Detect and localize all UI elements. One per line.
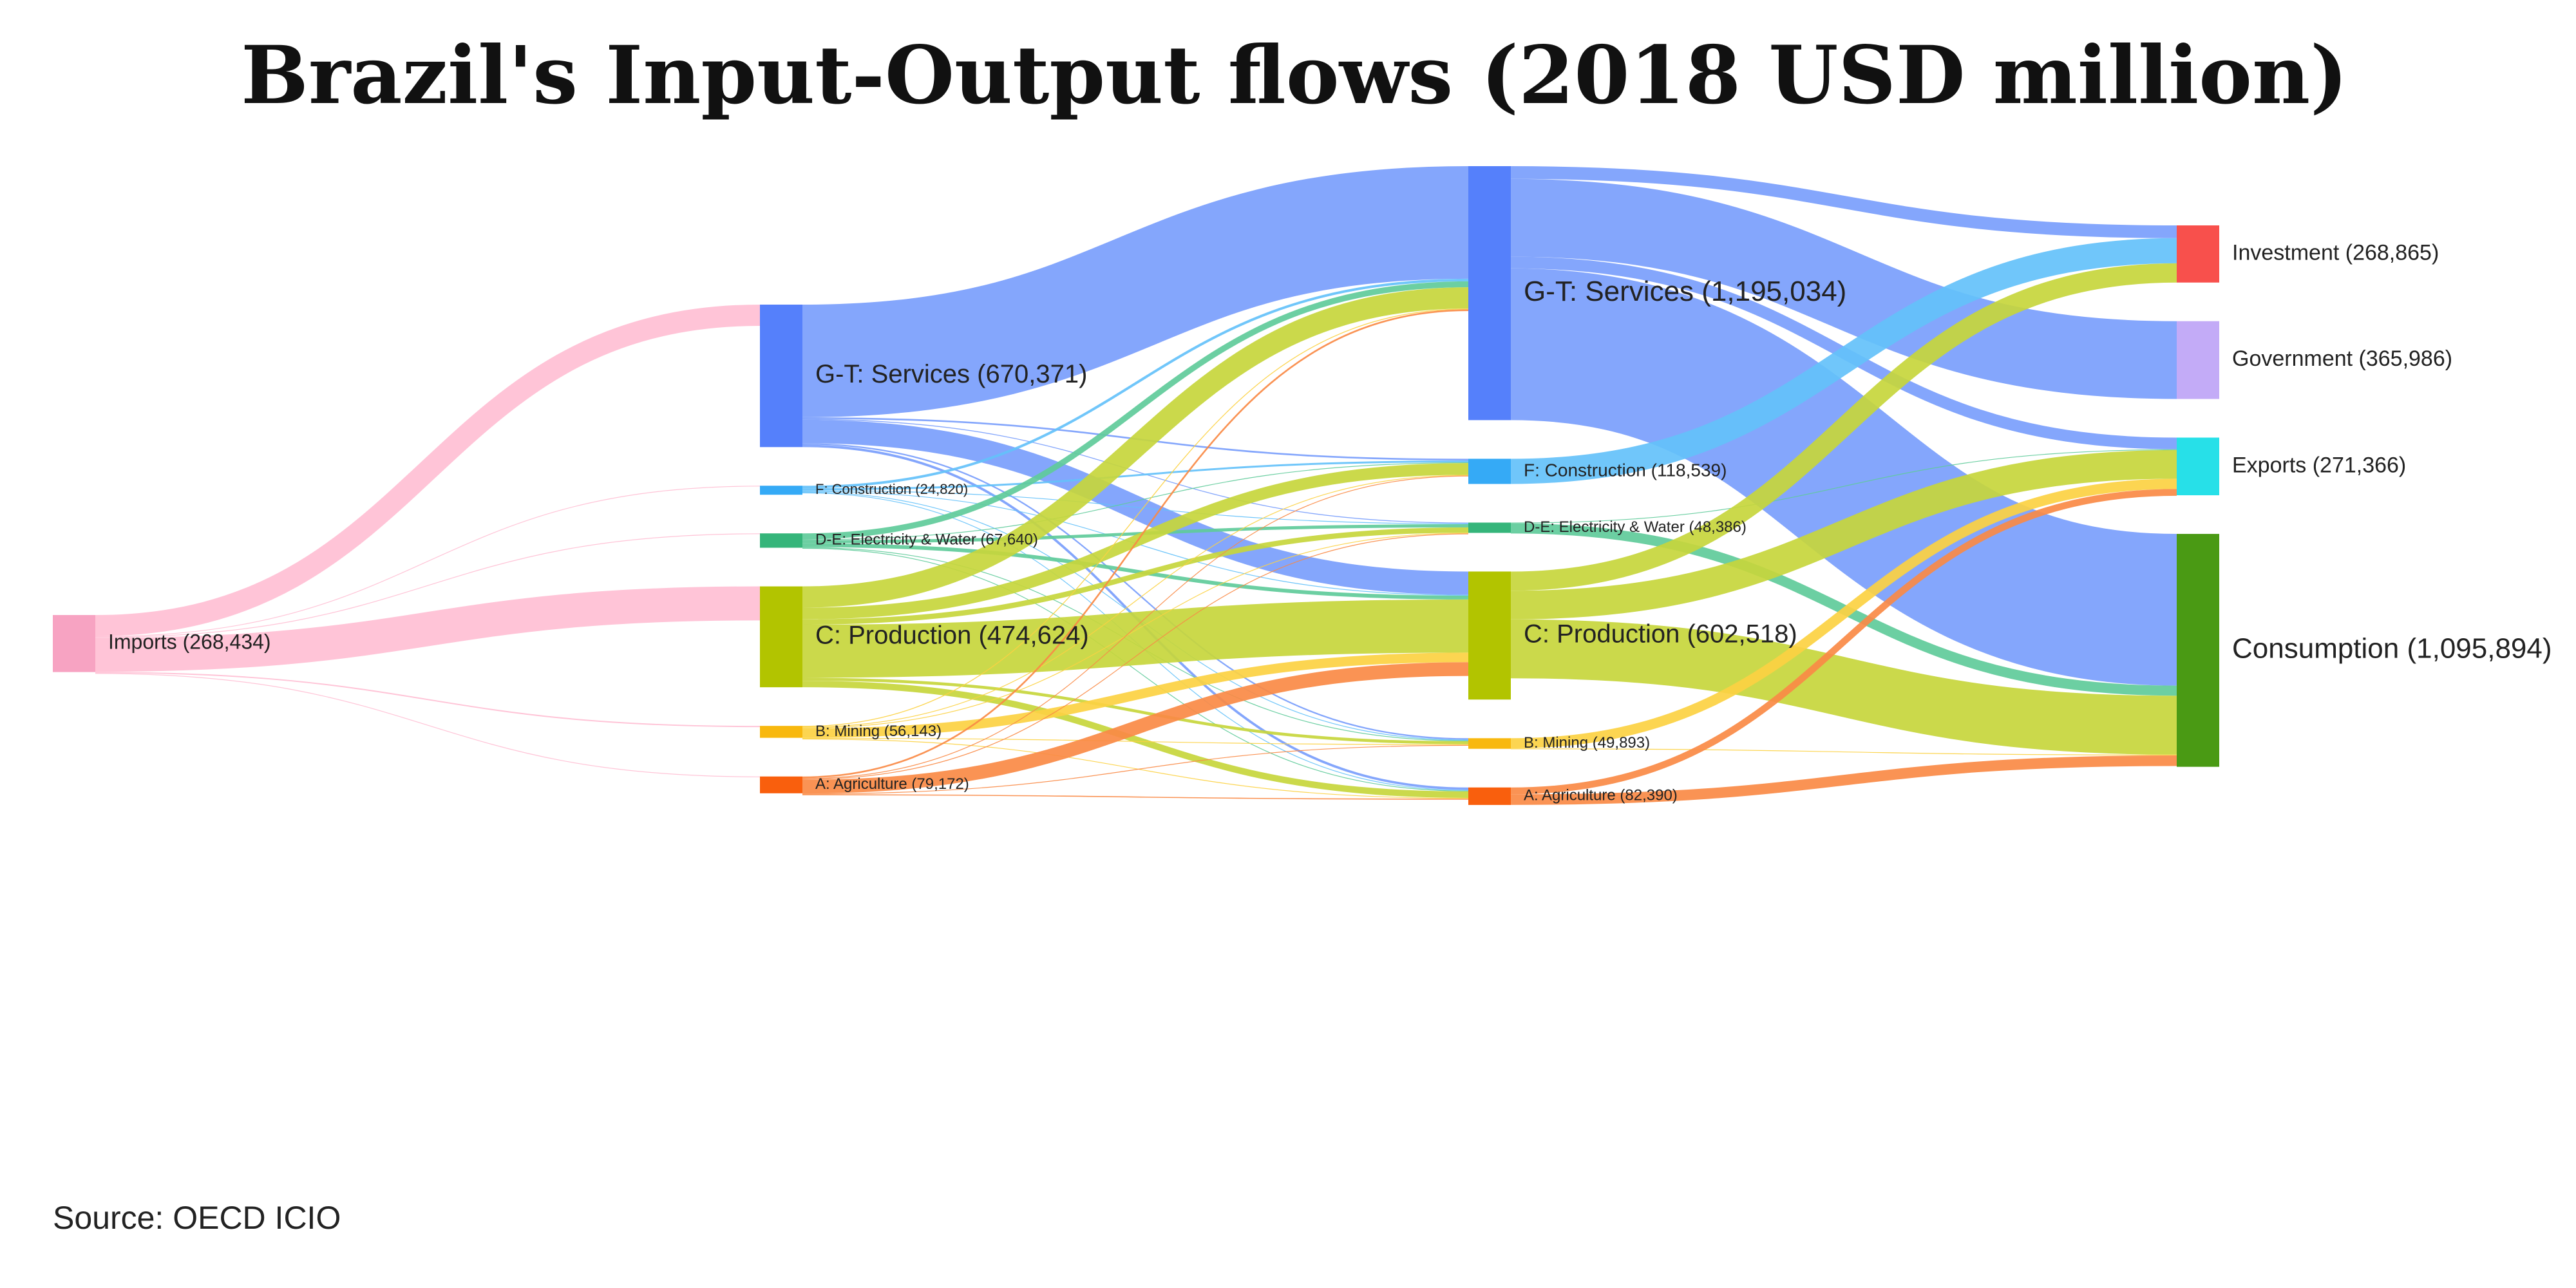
node-exp xyxy=(2177,437,2219,496)
flow-link-a2-to-con xyxy=(1510,755,2177,805)
flow-link-a1-to-a2 xyxy=(802,794,1469,800)
node-imp xyxy=(53,615,95,672)
flow-link-b2-to-con xyxy=(1510,748,2177,755)
flow-link-f1-to-f2 xyxy=(802,460,1469,491)
flow-link-c1-to-a2 xyxy=(802,681,1469,799)
flow-link-f1-to-d2 xyxy=(802,490,1469,524)
node-label-imp: Imports (268,434) xyxy=(108,630,271,654)
source-note: Source: OECD ICIO xyxy=(53,1200,341,1236)
node-label-f2: F: Construction (118,539) xyxy=(1524,460,1727,480)
node-label-s1: G-T: Services (670,371) xyxy=(815,360,1087,388)
flow-link-c2-to-exp xyxy=(1510,450,2177,620)
flow-link-s1-to-d2 xyxy=(802,419,1469,524)
flow-link-s2-to-gov xyxy=(1510,178,2177,399)
flow-link-f2-to-inv xyxy=(1510,238,2177,484)
flow-link-imp-to-s1 xyxy=(95,305,761,636)
flow-link-d1-to-s2 xyxy=(802,281,1469,540)
node-f2 xyxy=(1468,459,1511,484)
sector-nodes xyxy=(53,166,2219,805)
flow-link-c1-to-s2 xyxy=(802,287,1469,608)
flow-link-d2-to-exp xyxy=(1510,449,2177,524)
flow-link-c1-to-b2 xyxy=(802,677,1469,744)
node-label-b2: B: Mining (49,893) xyxy=(1524,734,1650,752)
flow-link-imp-to-d1 xyxy=(95,533,761,638)
node-d2 xyxy=(1468,522,1511,533)
node-label-inv: Investment (268,865) xyxy=(2232,240,2439,265)
node-label-c1: C: Production (474,624) xyxy=(815,621,1089,649)
flow-link-imp-to-b1 xyxy=(95,672,761,728)
node-con xyxy=(2177,534,2219,767)
node-label-d1: D-E: Electricity & Water (67,640) xyxy=(815,531,1038,549)
node-label-s2: G-T: Services (1,195,034) xyxy=(1524,276,1846,307)
node-s2 xyxy=(1468,166,1511,421)
node-c1 xyxy=(760,586,802,688)
node-gov xyxy=(2177,321,2219,399)
node-labels: Imports (268,434) G-T: Services (670,371)… xyxy=(108,240,2552,804)
flow-link-c1-to-c2 xyxy=(802,599,1469,678)
flow-link-b2-to-exp xyxy=(1510,478,2177,749)
node-label-a2: A: Agriculture (82,390) xyxy=(1524,787,1678,804)
flow-link-b1-to-b2 xyxy=(802,737,1469,745)
node-b2 xyxy=(1468,738,1511,749)
flow-link-b1-to-f2 xyxy=(802,475,1469,728)
flow-link-b1-to-c2 xyxy=(802,652,1469,738)
flow-link-c1-to-d2 xyxy=(802,527,1469,625)
flow-link-d1-to-d2 xyxy=(802,524,1469,544)
node-d1 xyxy=(760,533,802,548)
node-label-gov: Government (365,986) xyxy=(2232,346,2452,371)
flow-link-a1-to-c2 xyxy=(802,662,1469,794)
node-inv xyxy=(2177,225,2219,283)
flow-link-s1-to-s2 xyxy=(802,166,1469,417)
flow-links xyxy=(95,166,2177,805)
flow-link-s2-to-con xyxy=(1510,268,2177,686)
node-label-con: Consumption (1,095,894) xyxy=(2232,632,2552,664)
flow-link-c1-to-f2 xyxy=(802,463,1469,620)
node-label-d2: D-E: Electricity & Water (48,386) xyxy=(1524,518,1747,536)
node-label-f1: F: Construction (24,820) xyxy=(815,481,968,497)
flow-link-imp-to-f1 xyxy=(95,486,761,638)
flow-link-a1-to-s2 xyxy=(802,309,1469,779)
flow-link-b1-to-a2 xyxy=(802,738,1469,799)
chart-title: Brazil's Input-Output flows (2018 USD mi… xyxy=(241,29,2348,122)
node-f1 xyxy=(760,486,802,495)
node-b1 xyxy=(760,726,802,738)
flow-link-d1-to-a2 xyxy=(802,547,1469,791)
node-label-a1: A: Agriculture (79,172) xyxy=(815,775,969,793)
flow-link-a1-to-f2 xyxy=(802,475,1469,779)
flow-link-imp-to-a1 xyxy=(95,673,761,777)
flow-link-s2-to-inv xyxy=(1510,166,2177,238)
flow-link-d1-to-f2 xyxy=(802,462,1469,540)
node-a2 xyxy=(1468,787,1511,805)
flow-link-d1-to-c2 xyxy=(802,543,1469,600)
flow-link-b1-to-s2 xyxy=(802,308,1469,727)
node-s1 xyxy=(760,305,802,448)
node-label-b1: B: Mining (56,143) xyxy=(815,723,942,740)
node-label-exp: Exports (271,366) xyxy=(2232,453,2406,477)
flow-link-c2-to-inv xyxy=(1510,263,2177,591)
node-a1 xyxy=(760,776,802,793)
flow-link-a1-to-d2 xyxy=(802,533,1469,780)
flow-link-b1-to-d2 xyxy=(802,533,1469,728)
flow-link-c2-to-con xyxy=(1510,619,2177,755)
flow-link-a1-to-b2 xyxy=(802,744,1469,795)
flow-link-a2-to-exp xyxy=(1510,489,2177,795)
node-c2 xyxy=(1468,571,1511,700)
node-label-c2: C: Production (602,518) xyxy=(1524,620,1797,648)
flow-link-imp-to-c1 xyxy=(95,586,761,672)
flow-link-f1-to-s2 xyxy=(802,278,1469,489)
flow-link-s1-to-b2 xyxy=(802,443,1469,740)
